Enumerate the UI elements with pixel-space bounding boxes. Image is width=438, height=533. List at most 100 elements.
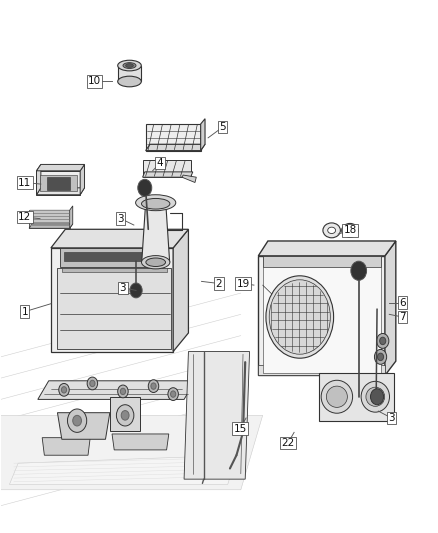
Circle shape	[120, 388, 126, 394]
Polygon shape	[110, 397, 141, 431]
Polygon shape	[64, 252, 160, 261]
Polygon shape	[36, 171, 80, 195]
Text: 6: 6	[399, 297, 406, 308]
Ellipse shape	[136, 195, 176, 211]
Circle shape	[121, 410, 129, 420]
Text: 5: 5	[219, 122, 226, 132]
Polygon shape	[30, 210, 69, 212]
Polygon shape	[36, 165, 41, 195]
Text: 3: 3	[120, 283, 126, 293]
Polygon shape	[30, 219, 69, 220]
Ellipse shape	[123, 62, 136, 68]
Polygon shape	[263, 256, 381, 266]
Circle shape	[61, 386, 67, 393]
Ellipse shape	[326, 386, 347, 407]
Polygon shape	[42, 438, 90, 455]
Text: 2: 2	[215, 279, 223, 288]
Ellipse shape	[141, 198, 170, 209]
Polygon shape	[29, 210, 70, 228]
Text: 1: 1	[21, 306, 28, 317]
Polygon shape	[51, 248, 173, 352]
Text: 18: 18	[343, 225, 357, 236]
Ellipse shape	[361, 381, 389, 412]
Polygon shape	[36, 188, 85, 195]
Text: 4: 4	[157, 158, 163, 168]
Text: 3: 3	[117, 214, 124, 224]
Text: 15: 15	[233, 424, 247, 434]
Polygon shape	[258, 241, 396, 256]
Text: 22: 22	[281, 438, 295, 448]
Polygon shape	[385, 241, 396, 375]
Circle shape	[73, 415, 81, 426]
Polygon shape	[46, 177, 70, 190]
Circle shape	[59, 383, 69, 396]
Text: 10: 10	[88, 77, 101, 86]
Polygon shape	[57, 268, 171, 349]
Text: 12: 12	[18, 212, 32, 222]
Polygon shape	[62, 268, 166, 272]
Circle shape	[130, 283, 142, 298]
Text: 3: 3	[388, 413, 395, 423]
Polygon shape	[201, 119, 205, 151]
Ellipse shape	[342, 223, 358, 237]
Circle shape	[117, 405, 134, 426]
Polygon shape	[184, 352, 250, 479]
Polygon shape	[70, 206, 73, 228]
Polygon shape	[51, 229, 188, 248]
Circle shape	[148, 379, 159, 392]
Ellipse shape	[266, 276, 334, 358]
Polygon shape	[146, 144, 205, 151]
Circle shape	[118, 385, 128, 398]
Ellipse shape	[328, 227, 336, 233]
Ellipse shape	[126, 63, 134, 67]
Polygon shape	[80, 165, 85, 195]
Polygon shape	[57, 413, 110, 439]
Polygon shape	[30, 222, 69, 223]
Polygon shape	[1, 415, 263, 490]
Circle shape	[380, 337, 386, 345]
Circle shape	[87, 377, 98, 390]
Polygon shape	[40, 175, 77, 191]
Polygon shape	[30, 216, 69, 217]
Circle shape	[67, 409, 87, 432]
Polygon shape	[118, 66, 141, 82]
Ellipse shape	[118, 76, 141, 87]
Circle shape	[351, 261, 367, 280]
Ellipse shape	[366, 387, 385, 406]
Ellipse shape	[118, 60, 141, 71]
Polygon shape	[319, 373, 394, 421]
Ellipse shape	[346, 228, 353, 233]
Text: 11: 11	[18, 177, 32, 188]
Polygon shape	[258, 365, 385, 375]
Polygon shape	[142, 203, 170, 262]
Circle shape	[90, 380, 95, 386]
Polygon shape	[182, 175, 196, 182]
Ellipse shape	[269, 280, 330, 354]
Polygon shape	[263, 257, 381, 373]
Circle shape	[378, 353, 384, 361]
Ellipse shape	[141, 256, 170, 269]
Ellipse shape	[146, 258, 166, 266]
Polygon shape	[258, 256, 385, 375]
Circle shape	[371, 389, 384, 405]
Polygon shape	[38, 381, 195, 399]
Text: 19: 19	[237, 279, 250, 288]
Circle shape	[374, 350, 387, 365]
Polygon shape	[36, 165, 85, 171]
Polygon shape	[173, 229, 188, 352]
Circle shape	[170, 391, 176, 397]
Polygon shape	[143, 160, 191, 177]
Circle shape	[138, 179, 152, 196]
Ellipse shape	[323, 223, 340, 238]
Circle shape	[168, 387, 178, 400]
Ellipse shape	[321, 380, 353, 413]
Polygon shape	[30, 224, 69, 226]
Circle shape	[151, 383, 156, 389]
Circle shape	[377, 334, 389, 349]
Polygon shape	[29, 224, 73, 228]
Polygon shape	[30, 213, 69, 214]
Polygon shape	[143, 172, 193, 177]
Polygon shape	[146, 124, 201, 151]
Polygon shape	[60, 248, 164, 266]
Polygon shape	[10, 455, 237, 484]
